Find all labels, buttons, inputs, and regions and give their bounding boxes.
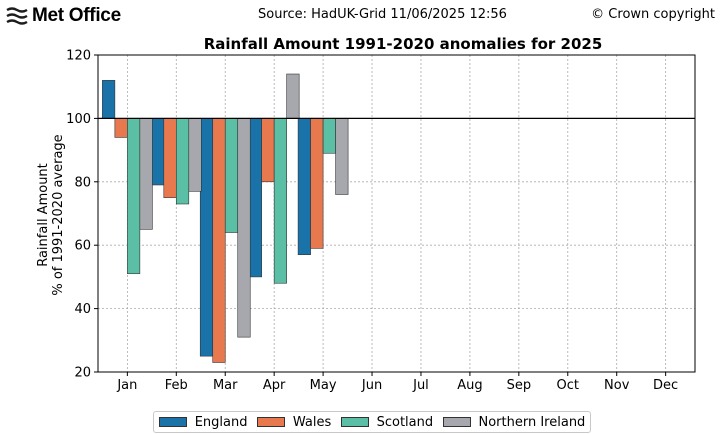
x-tick-label: Dec: [653, 378, 678, 393]
bar-england-jan: [102, 80, 116, 119]
bar-wales-may: [310, 118, 324, 249]
brand-name: Met Office: [32, 5, 121, 26]
x-tick-label: Aug: [457, 378, 482, 393]
bar-northern-ireland-jan: [139, 118, 153, 230]
bar-wales-jan: [114, 118, 128, 138]
legend-swatch: [158, 417, 187, 427]
chart-legend: England Wales Scotland Northern Ireland: [153, 411, 591, 433]
x-tick-label: Sep: [507, 378, 532, 393]
legend-swatch: [442, 417, 471, 427]
bar-wales-apr: [261, 118, 275, 183]
bar-england-feb: [150, 118, 165, 186]
copyright-label: © Crown copyright: [591, 7, 715, 22]
gridlines: [98, 54, 695, 373]
header-bar: Met Office Source: HadUK-Grid 11/06/2025…: [0, 0, 723, 32]
legend-item: Wales: [256, 414, 332, 430]
bar-northern-ireland-may: [335, 118, 349, 195]
bar-scotland-mar: [224, 118, 239, 233]
bar-scotland-may: [322, 118, 336, 154]
legend-item: England: [158, 414, 248, 430]
bar-northern-ireland-feb: [188, 118, 202, 192]
legend-swatch: [256, 417, 285, 427]
legend-label: Scotland: [376, 414, 434, 430]
legend-item: Scotland: [340, 414, 434, 430]
x-tick-label: Jan: [116, 378, 137, 393]
x-tick-label: May: [310, 378, 337, 393]
y-tick-label: 80: [74, 175, 91, 190]
x-tick-label: Jun: [361, 378, 382, 393]
y-tick-label: 60: [74, 239, 91, 254]
x-tick-label: Jul: [412, 378, 429, 393]
bar-england-apr: [248, 118, 262, 278]
x-tick-label: Oct: [557, 378, 579, 393]
source-label: Source: HadUK-Grid 11/06/2025 12:56: [258, 7, 507, 22]
chart-title: Rainfall Amount 1991-2020 anomalies for …: [204, 35, 603, 53]
met-office-logo: Met Office: [6, 5, 121, 27]
y-tick-label: 120: [66, 49, 91, 64]
bar-northern-ireland-apr: [286, 73, 300, 119]
x-tick-labels: Jan Feb Mar Apr May Jun Jul Aug Sep Oct Nov Dec: [116, 372, 678, 393]
bar-wales-mar: [212, 118, 226, 363]
bar-wales-feb: [163, 118, 177, 198]
legend-label: Northern Ireland: [478, 414, 586, 430]
legend-label: Wales: [292, 414, 332, 430]
bar-scotland-jan: [127, 118, 141, 275]
y-axis-label-line1: Rainfall Amount: [36, 163, 51, 267]
y-tick-label: 40: [74, 302, 91, 317]
bar-england-mar: [199, 118, 214, 357]
legend-swatch: [340, 417, 369, 427]
axes: [97, 54, 696, 373]
legend-item: Northern Ireland: [442, 414, 586, 430]
x-tick-label: Feb: [165, 378, 188, 393]
x-tick-label: Mar: [213, 378, 238, 393]
bar-england-may: [297, 118, 311, 256]
bar-scotland-feb: [175, 118, 190, 205]
met-office-logo-icon: [6, 7, 28, 25]
y-tick-label: 100: [66, 112, 91, 127]
bar-northern-ireland-mar: [237, 118, 251, 338]
bar-scotland-apr: [273, 118, 287, 284]
bars: [102, 73, 349, 363]
x-tick-label: Nov: [604, 378, 630, 393]
x-tick-label: Apr: [263, 378, 286, 393]
y-tick-label: 20: [74, 366, 91, 381]
y-axis-label-line2: % of 1991-2020 average: [51, 134, 66, 295]
legend-label: England: [194, 414, 248, 430]
plot-frame: [97, 54, 696, 373]
y-tick-labels: 20 40 60 80 100 120: [66, 49, 98, 381]
